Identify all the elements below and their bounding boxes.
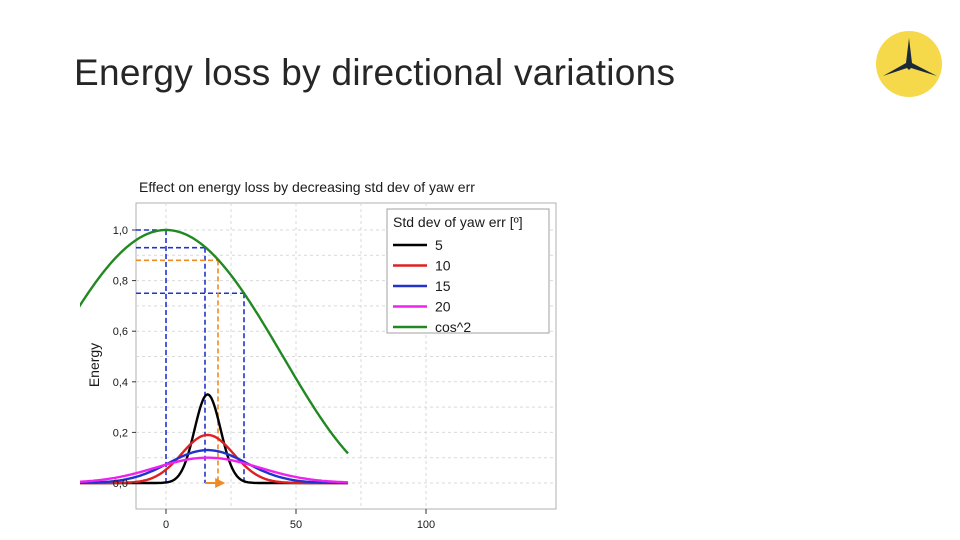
y-tick-label: 0,4	[113, 377, 128, 389]
series-line-20	[80, 456, 348, 484]
x-tick-label: 100	[417, 519, 435, 531]
y-tick-label: 0,0	[113, 478, 128, 490]
y-tick-label: 1,0	[113, 225, 128, 237]
y-tick-label: 0,6	[113, 326, 128, 338]
series-line-15	[80, 448, 348, 485]
y-tick-label: 0,2	[113, 427, 128, 439]
legend-label: 20	[435, 299, 451, 315]
legend: Std dev of yaw err [º] 5 10 15 20 cos^2	[386, 208, 550, 335]
legend-label: cos^2	[435, 319, 471, 335]
tri-blade-turbine-logo-icon	[876, 31, 942, 97]
axis-ticks: -500501000,00,20,40,60,81,0	[113, 225, 435, 531]
legend-box	[386, 208, 550, 334]
series-lines	[80, 228, 349, 485]
legend-label: 10	[435, 258, 451, 274]
legend-title: Std dev of yaw err [º]	[393, 214, 523, 230]
series-line-cos2	[80, 228, 349, 455]
energy-loss-chart: Effect on energy loss by decreasing std …	[80, 179, 557, 531]
slide-title: Energy loss by directional variations	[74, 52, 676, 93]
y-tick-label: 0,8	[113, 276, 128, 288]
reference-lines	[136, 229, 245, 488]
legend-label: 15	[435, 278, 451, 294]
legend-label: 5	[435, 237, 443, 253]
x-tick-label: 50	[290, 519, 302, 531]
chart-title: Effect on energy loss by decreasing std …	[139, 179, 475, 195]
y-axis-label: Energy	[86, 343, 102, 387]
logo-mark	[883, 38, 937, 76]
x-tick-label: 0	[163, 519, 169, 531]
